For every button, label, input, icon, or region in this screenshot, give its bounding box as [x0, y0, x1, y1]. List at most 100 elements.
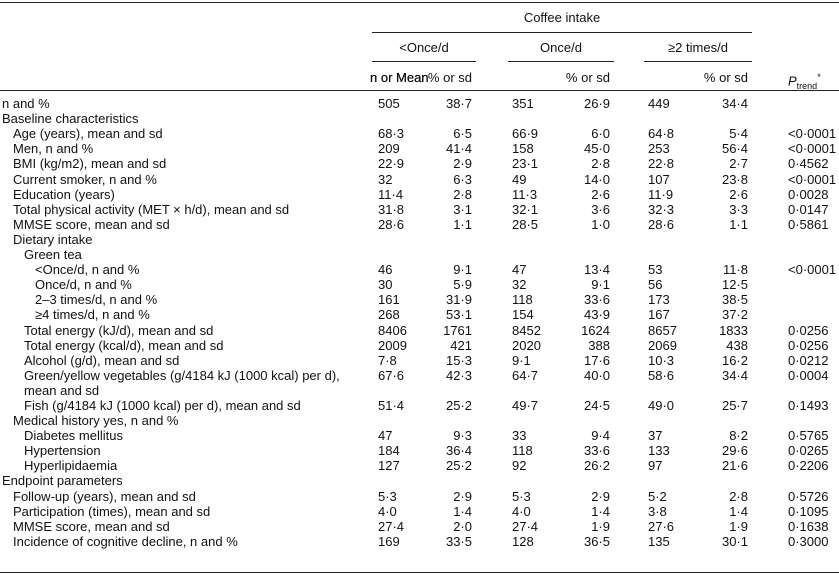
cell: 41·4 [445, 141, 472, 157]
cell: 49·7 [512, 397, 539, 413]
cell: 37·2 [721, 307, 748, 323]
subheader: % or sd [427, 70, 472, 85]
row-label: Total energy (kJ/d), mean and sd [24, 322, 214, 338]
cell: 505 [378, 96, 400, 111]
cell: 30 [378, 277, 393, 293]
cell: 58·6 [648, 367, 675, 383]
group-header: ≥2 times/d [668, 40, 728, 55]
cell: 32 [512, 277, 527, 293]
cell: 9·1 [453, 262, 472, 278]
cell: 33·5 [445, 533, 472, 549]
row-label: Current smoker, n and % [13, 171, 157, 187]
cell: 36·5 [583, 533, 610, 549]
cell: 25·7 [721, 397, 748, 413]
cell: 0·1095 [788, 503, 829, 519]
cell: 2069 [648, 337, 677, 353]
cell: 0·0004 [788, 367, 829, 383]
cell: 1·4 [729, 503, 748, 519]
p-trend-header: Ptrend* [788, 70, 821, 94]
cell: 24·5 [583, 397, 610, 413]
cell: 27·6 [648, 518, 675, 534]
cell: 11·3 [512, 186, 538, 202]
cell: 13·4 [583, 262, 610, 278]
row-label: Once/d, n and % [35, 277, 132, 293]
cell: 1624 [581, 322, 610, 338]
cell: 12·5 [721, 277, 748, 293]
rule [508, 61, 614, 62]
cell: 2·9 [591, 488, 610, 504]
cell: 1·0 [591, 216, 610, 232]
header-title: Coffee intake [523, 10, 601, 25]
row-label: MMSE score, mean and sd [13, 216, 170, 232]
cell: 56 [648, 277, 663, 293]
row-label: Green tea [24, 247, 82, 262]
row-label: Alcohol (g/d), mean and sd [24, 352, 180, 368]
cell: 2·7 [729, 156, 748, 172]
row-label: Participation (times), mean and sd [13, 503, 211, 519]
cell: 0·4562 [788, 156, 829, 172]
cell: 0·3000 [788, 533, 829, 549]
cell: 6·5 [453, 126, 472, 142]
cell: 16·2 [721, 352, 748, 368]
cell: 449 [648, 96, 670, 111]
cell: 37 [648, 428, 663, 444]
cell: 438 [726, 337, 748, 353]
row-label: Fish (g/4184 kJ (1000 kcal) per d), mean… [24, 397, 301, 413]
row-label: Total physical activity (MET × h/d), mea… [13, 201, 290, 217]
row-label: Diabetes mellitus [24, 428, 123, 444]
cell: 7·8 [378, 352, 397, 368]
cell: 2·9 [453, 488, 472, 504]
cell: 64·8 [648, 126, 675, 142]
cell: 2009 [378, 337, 407, 353]
cell: 351 [512, 96, 534, 111]
cell: 2·6 [729, 186, 748, 202]
cell: 38·7 [445, 96, 472, 111]
cell: 107 [648, 171, 670, 187]
cell: 33 [512, 428, 527, 444]
subheader: n or Mean [370, 70, 429, 85]
cell: 3·8 [648, 503, 667, 519]
cell: 1·1 [453, 216, 472, 232]
cell: 23·8 [721, 171, 748, 187]
cell: 173 [648, 292, 670, 308]
group-header: Once/d [540, 40, 582, 55]
cell: 127 [378, 458, 400, 474]
p-mark: * [817, 72, 821, 82]
cell: 0·0028 [788, 186, 829, 202]
cell: 209 [378, 141, 400, 157]
cell: 2·8 [729, 488, 748, 504]
rule [372, 32, 752, 33]
cell: 135 [648, 533, 670, 549]
subheader: % or sd [703, 70, 748, 85]
subheader: % or sd [565, 70, 610, 85]
rule [0, 90, 839, 91]
cell: 161 [378, 292, 400, 308]
cell: 0·5765 [788, 428, 829, 444]
cell: 38·5 [721, 292, 748, 308]
cell: 11·8 [722, 262, 748, 278]
cell: 128 [512, 533, 534, 549]
row-label: Green/yellow vegetables (g/4184 kJ (1000… [24, 367, 340, 398]
cell: 47 [378, 428, 393, 444]
cell: 49 [512, 171, 527, 187]
cell: 32·1 [512, 201, 539, 217]
cell: 6·3 [453, 171, 472, 187]
cell: 34·4 [721, 367, 748, 383]
cell: 1·4 [591, 503, 610, 519]
cell: 421 [450, 337, 472, 353]
row-label: Hypertension [24, 443, 101, 459]
cell: 0·0147 [788, 201, 829, 217]
cell: 42·3 [445, 367, 472, 383]
cell: 28·6 [648, 216, 675, 232]
cell: 3·6 [591, 201, 610, 217]
row-label: Baseline characteristics [2, 111, 139, 127]
cell: 9·1 [512, 352, 531, 368]
row-label: Education (years) [13, 186, 115, 202]
cell: 9·4 [591, 428, 610, 444]
cell: 64·7 [512, 367, 539, 383]
cell: 8406 [378, 322, 407, 338]
row-label: Endpoint parameters [2, 473, 123, 489]
cell: 1·9 [591, 518, 610, 534]
cell: 118 [512, 292, 533, 308]
